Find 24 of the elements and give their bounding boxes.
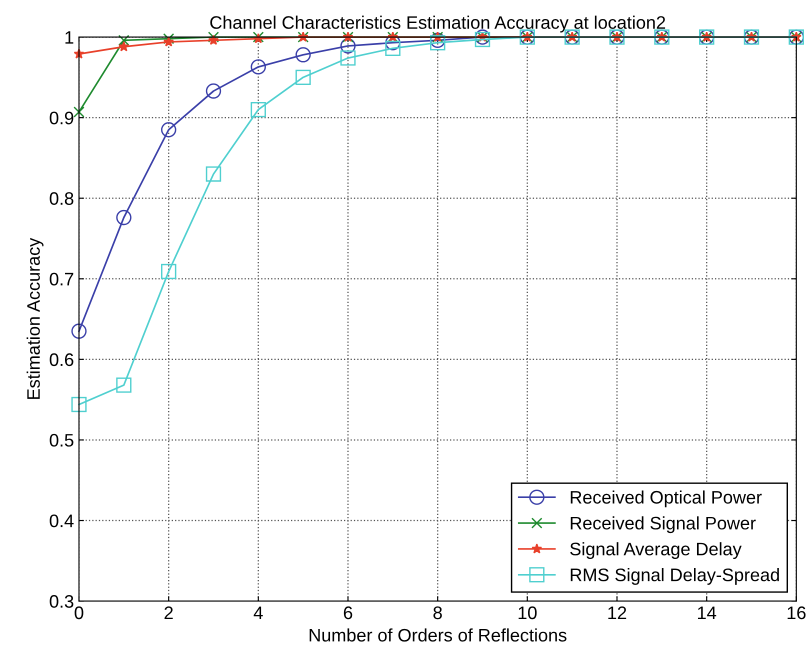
y-tick-label: 0.5 xyxy=(50,434,74,447)
legend-label: Signal Average Delay xyxy=(570,542,742,559)
y-tick-label: 0.4 xyxy=(50,514,74,528)
x-tick-label: 6 xyxy=(344,606,352,620)
y-tick-label: 0.8 xyxy=(50,192,74,205)
y-tick-label: 0.7 xyxy=(50,272,74,286)
chart-title: Channel Characteristics Estimation Accuracy at location2 xyxy=(210,16,666,32)
legend-label: Received Signal Power xyxy=(570,516,756,534)
y-axis-title: Estimation Accuracy xyxy=(26,238,44,399)
y-tick-label: 1 xyxy=(65,31,74,44)
legend-label: Received Optical Power xyxy=(570,490,762,508)
x-tick-label: 0 xyxy=(74,606,84,620)
x-tick-label: 8 xyxy=(433,606,442,620)
x-axis-title: Number of Orders of Reflections xyxy=(310,628,566,642)
y-tick-label: 0.3 xyxy=(50,595,74,608)
x-tick-label: 16 xyxy=(788,606,806,620)
x-tick-label: 12 xyxy=(608,606,626,620)
y-tick-label: 0.6 xyxy=(50,353,74,366)
y-tick-label: 0.9 xyxy=(50,112,74,124)
x-tick-label: 4 xyxy=(254,606,263,620)
legend-label: RMS Signal Delay-Spread xyxy=(570,568,779,585)
x-tick-label: 14 xyxy=(698,606,716,620)
x-tick-label: 10 xyxy=(518,606,537,620)
x-tick-label: 2 xyxy=(164,606,173,620)
